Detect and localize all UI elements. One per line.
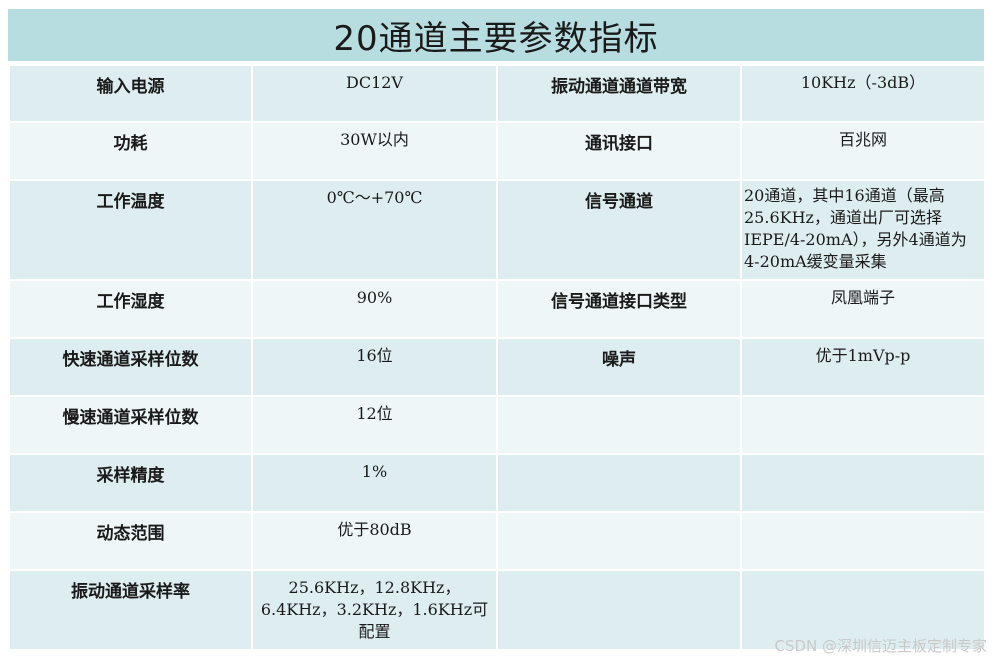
param-label: 快速通道采样位数 xyxy=(8,337,253,397)
param-label: 振动通道通道带宽 xyxy=(496,64,742,123)
param-value: 16位 xyxy=(251,337,498,397)
param-value: 12位 xyxy=(251,395,498,455)
param-label xyxy=(496,569,742,651)
table-row: 输入电源 DC12V 振动通道通道带宽 10KHz（-3dB） xyxy=(8,64,986,123)
param-value: 优于80dB xyxy=(251,511,498,571)
table-title-bar: 20通道主要参数指标 xyxy=(8,9,984,64)
param-label: 慢速通道采样位数 xyxy=(8,395,253,455)
param-value: 90% xyxy=(251,279,498,339)
param-value: 10KHz（-3dB） xyxy=(740,64,986,123)
watermark-text: CSDN @深圳信迈主板定制专家 xyxy=(774,637,987,655)
param-value: 百兆网 xyxy=(740,121,986,181)
param-label: 信号通道 xyxy=(496,179,742,281)
table-row: 工作湿度 90% 信号通道接口类型 凤凰端子 xyxy=(8,279,986,339)
param-value: 0℃～+70℃ xyxy=(251,179,498,281)
param-value xyxy=(740,569,986,651)
param-label: 噪声 xyxy=(496,337,742,397)
param-label: 采样精度 xyxy=(8,453,253,513)
param-value: 30W以内 xyxy=(251,121,498,181)
param-label xyxy=(496,511,742,571)
param-value: 1% xyxy=(251,453,498,513)
table-row: 振动通道采样率 25.6KHz，12.8KHz，6.4KHz，3.2KHz，1.… xyxy=(8,569,986,651)
param-label: 功耗 xyxy=(8,121,253,181)
table-row: 快速通道采样位数 16位 噪声 优于1mVp-p xyxy=(8,337,986,397)
param-label: 振动通道采样率 xyxy=(8,569,253,651)
table-title: 20通道主要参数指标 xyxy=(333,18,659,59)
param-label: 输入电源 xyxy=(8,64,253,123)
table-row: 动态范围 优于80dB xyxy=(8,511,986,571)
param-value xyxy=(740,453,986,513)
param-value: 优于1mVp-p xyxy=(740,337,986,397)
param-label: 动态范围 xyxy=(8,511,253,571)
parameters-table: 输入电源 DC12V 振动通道通道带宽 10KHz（-3dB） 功耗 30W以内… xyxy=(8,64,986,651)
param-value: DC12V xyxy=(251,64,498,123)
param-value xyxy=(740,511,986,571)
param-value xyxy=(740,395,986,455)
param-value: 20通道，其中16通道（最高25.6KHz，通道出厂可选择IEPE/4-20mA… xyxy=(740,179,986,281)
param-label: 通讯接口 xyxy=(496,121,742,181)
table-row: 工作温度 0℃～+70℃ 信号通道 20通道，其中16通道（最高25.6KHz，… xyxy=(8,179,986,281)
param-label: 信号通道接口类型 xyxy=(496,279,742,339)
param-label: 工作温度 xyxy=(8,179,253,281)
table-row: 慢速通道采样位数 12位 xyxy=(8,395,986,455)
param-label xyxy=(496,453,742,513)
table-row: 功耗 30W以内 通讯接口 百兆网 xyxy=(8,121,986,181)
parameters-table-container: 20通道主要参数指标 输入电源 DC12V 振动通道通道带宽 10KHz（-3d… xyxy=(8,9,986,651)
table-row: 采样精度 1% xyxy=(8,453,986,513)
param-value: 25.6KHz，12.8KHz，6.4KHz，3.2KHz，1.6KHz可配置 xyxy=(251,569,498,651)
param-label xyxy=(496,395,742,455)
param-label: 工作湿度 xyxy=(8,279,253,339)
param-value: 凤凰端子 xyxy=(740,279,986,339)
